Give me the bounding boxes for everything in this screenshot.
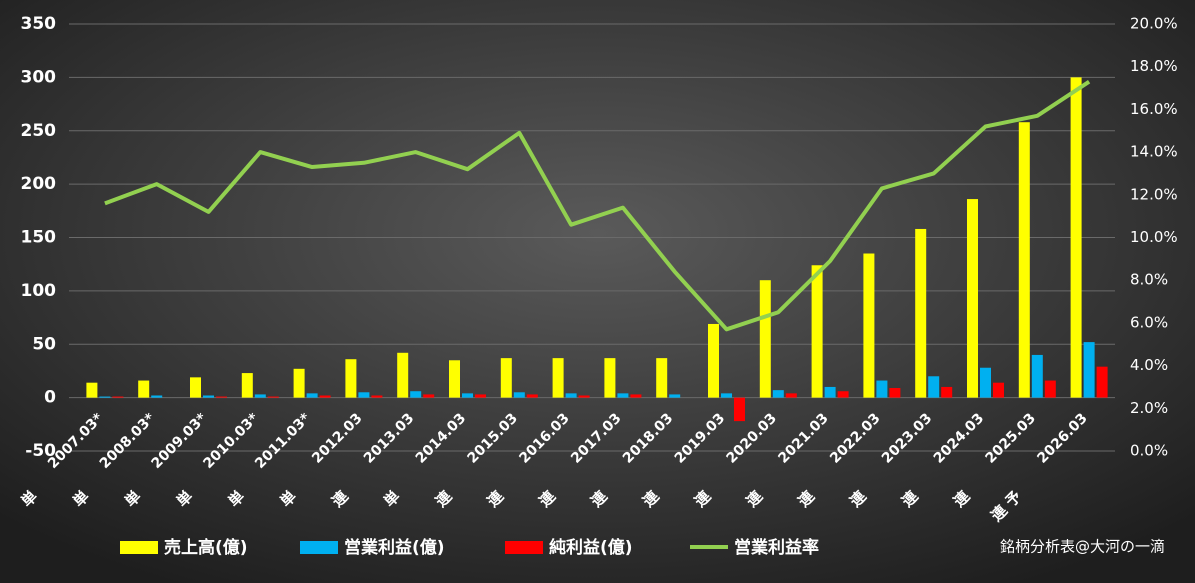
y-tick-label: 200 [21,174,57,194]
bar [293,368,305,398]
y2-tick-label: 2.0% [1130,399,1168,417]
bar [423,394,435,398]
bar [203,395,214,398]
bar [1018,122,1030,398]
bar [863,253,875,398]
y2-tick-label: 16.0% [1130,100,1178,118]
y-tick-label: 350 [21,14,57,34]
bar [552,358,564,398]
bar [190,377,201,398]
line [104,79,1091,332]
bar [617,393,629,398]
bar [824,386,836,398]
bar [967,199,978,398]
bar [138,380,150,398]
bar [500,358,512,398]
legend-swatch [120,541,158,554]
bar [721,393,732,398]
bar [1044,380,1056,398]
bar [462,393,473,398]
y2-tick-label: 4.0% [1130,356,1168,374]
bar [99,396,111,398]
legend-label: 純利益(億) [549,537,633,558]
y2-tick-label: 14.0% [1130,143,1178,161]
bar [915,228,927,398]
bar [475,394,486,398]
bar [993,382,1004,398]
y-tick-label: 0 [44,388,56,408]
bar [578,395,590,398]
y-tick-label: 250 [21,121,57,141]
bar [241,373,253,398]
bar [656,358,668,398]
bar [1070,77,1082,398]
bar [1096,366,1108,398]
y2-tick-label: 18.0% [1130,57,1178,75]
y2-tick-label: 6.0% [1130,313,1168,331]
bar [513,392,525,398]
bar [371,395,383,398]
bar [449,360,460,398]
bar [86,382,98,398]
bar [267,396,279,398]
bar [630,394,642,398]
legend-label: 売上高(億) [164,537,248,558]
bar [397,352,409,398]
bar [811,265,823,398]
bar [980,367,991,398]
legend-label: 営業利益率 [734,537,819,558]
bar [604,358,616,398]
y-tick-label: 300 [21,67,57,87]
legend-swatch [300,541,338,554]
bar [216,396,227,398]
bar [358,392,370,398]
bar [876,380,888,398]
bar [254,394,266,398]
y2-tick-label: 0.0% [1130,442,1168,460]
y-tick-label: -50 [25,441,56,461]
bar [319,395,331,398]
bar [112,396,124,398]
y2-tick-label: 12.0% [1130,185,1178,203]
bar [941,386,953,398]
bar [1083,342,1095,398]
bar [889,388,901,398]
y2-tick-label: 8.0% [1130,271,1168,289]
bar [734,397,745,422]
y2-tick-label: 20.0% [1130,15,1178,33]
y2-tick-label: 10.0% [1130,228,1178,246]
bar [1031,354,1043,398]
bar [565,393,577,398]
bar [306,393,318,398]
bar [785,393,797,398]
legend-label: 営業利益(億) [344,537,445,558]
bar [708,323,719,398]
bar [772,390,784,398]
bar [526,394,538,398]
bar [669,394,681,398]
bar [345,359,357,398]
bar [151,395,163,398]
watermark: 銘柄分析表@大河の一滴 [1000,538,1165,556]
y-tick-label: 50 [32,334,56,354]
bar [759,280,771,398]
y-tick-label: 150 [21,228,57,248]
bar [837,391,849,398]
legend-swatch [505,541,543,554]
bar [410,391,422,398]
y-tick-label: 100 [21,281,57,301]
bar [928,376,940,398]
